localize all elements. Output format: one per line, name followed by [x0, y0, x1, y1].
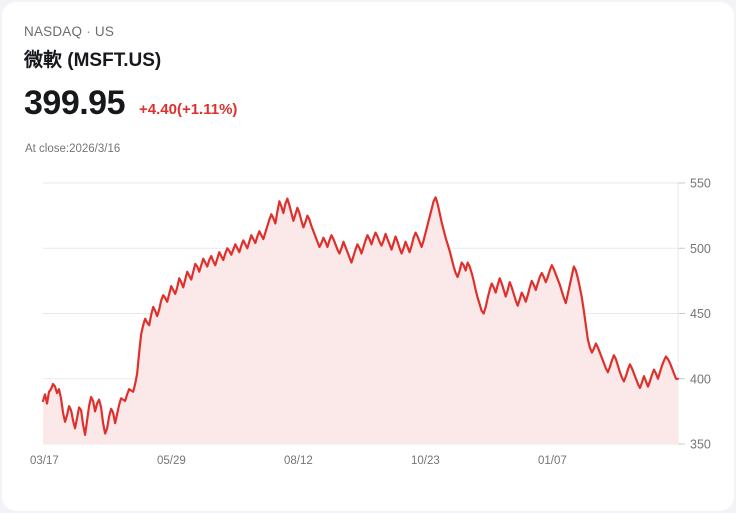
price-chart[interactable]: 550 500 450 400 350 03/17 05/29 08/12 10/23 01/0… — [2, 162, 734, 482]
region-label: US — [94, 24, 115, 39]
area-fill-path — [43, 197, 678, 444]
price-line-path — [41, 196, 680, 436]
x-axis-tick-label: 03/17 — [30, 455, 59, 467]
y-axis-tick-label: 500 — [690, 242, 711, 256]
price-row: 399.95 +4.40(+1.11%) — [24, 86, 237, 120]
exchange-region-line: NASDAQ · US — [24, 24, 114, 39]
y-axis-tick-label: 400 — [690, 372, 711, 386]
x-axis-tick-label: 05/29 — [157, 455, 186, 467]
x-axis-tick-label: 10/23 — [411, 455, 440, 467]
chart-line — [41, 196, 680, 436]
y-axis-tick-label: 450 — [690, 307, 711, 321]
y-axis-tick-label: 550 — [690, 177, 711, 191]
x-axis-labels: 03/17 05/29 08/12 10/23 01/07 — [30, 455, 567, 467]
price-change: +4.40(+1.11%) — [139, 101, 238, 118]
current-price: 399.95 — [24, 84, 126, 122]
y-axis-labels: 550 500 450 400 350 — [690, 177, 711, 452]
price-chart-svg[interactable]: 550 500 450 400 350 03/17 05/29 08/12 10/23 01/0… — [2, 162, 734, 482]
y-axis-tick-label: 350 — [690, 438, 711, 452]
x-axis-tick-label: 08/12 — [284, 455, 313, 467]
x-axis-tick-label: 01/07 — [538, 455, 567, 467]
separator-dot: · — [86, 24, 91, 39]
chart-area-fill — [43, 197, 678, 444]
market-status: At close:2026/3/16 — [25, 143, 121, 155]
page-title: 微軟 (MSFT.US) — [24, 50, 162, 71]
exchange-name: NASDAQ — [24, 24, 83, 39]
